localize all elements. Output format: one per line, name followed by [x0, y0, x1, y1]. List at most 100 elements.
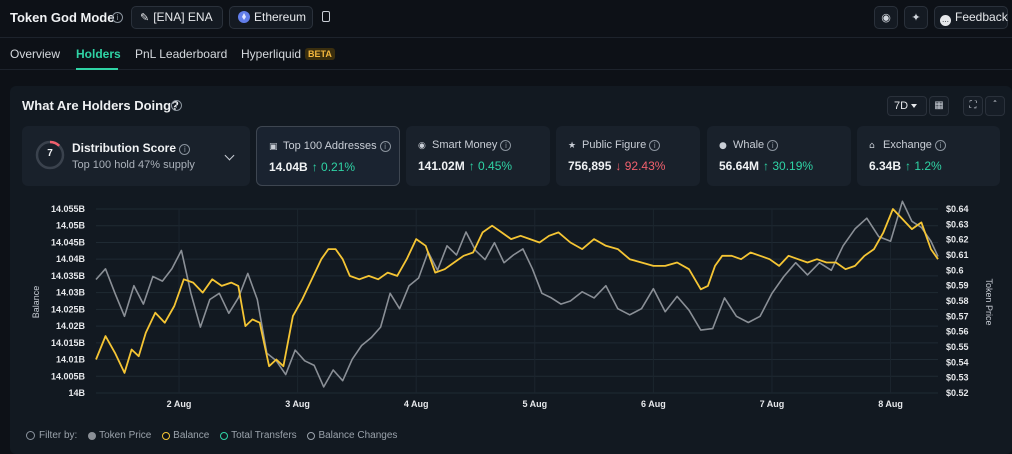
card-value-text: 756,895: [568, 159, 612, 173]
card-exchange[interactable]: ⌂ Exchange i 6.34B ↑ 1.2%: [857, 126, 1000, 186]
y-tick-label: 14.025B: [51, 304, 86, 314]
info-icon[interactable]: i: [112, 12, 123, 23]
card-value: 56.64M ↑ 30.19%: [719, 159, 813, 173]
legend-filter-label: Filter by:: [39, 430, 78, 442]
panel-title: What Are Holders Doing?: [22, 98, 179, 113]
legend-label: Total Transfers: [231, 430, 297, 441]
tab-bar: Overview Holders PnL Leaderboard Hyperli…: [0, 38, 1012, 70]
tab-holders[interactable]: Holders: [76, 47, 121, 61]
y2-axis-title: Token Price: [984, 278, 994, 325]
score-title: Distribution Score i: [72, 141, 191, 155]
card-label: ⌂ Exchange i: [869, 139, 946, 151]
distribution-score-card[interactable]: 7 Distribution Score i Top 100 hold 47% …: [22, 126, 250, 186]
legend-dot: [162, 431, 171, 440]
tab-hyperliquid[interactable]: Hyperliquid BETA: [241, 47, 335, 61]
legend-token-price[interactable]: Token Price: [88, 430, 151, 441]
change-up: ↑ 0.21%: [311, 160, 356, 174]
info-icon[interactable]: i: [179, 144, 191, 155]
y2-tick-label: $0.54: [946, 357, 969, 367]
active-tab-indicator: [76, 68, 118, 70]
change-up: ↑ 30.19%: [763, 159, 814, 173]
watch-button[interactable]: ◉: [874, 6, 898, 29]
y-tick-label: 14.04B: [56, 254, 86, 264]
change-down: ↓ 92.43%: [615, 159, 666, 173]
card-whale[interactable]: ● Whale i 56.64M ↑ 30.19%: [707, 126, 851, 186]
wallet-icon: ▣: [269, 142, 278, 152]
info-icon[interactable]: i: [649, 140, 661, 151]
card-label: ★ Public Figure i: [568, 139, 661, 151]
pin-button[interactable]: ✦: [904, 6, 928, 29]
calendar-button[interactable]: ▦: [929, 96, 949, 116]
score-title-text: Distribution Score: [72, 141, 177, 155]
y2-tick-label: $0.56: [946, 327, 969, 337]
fullscreen-button[interactable]: ⛶: [963, 96, 983, 116]
y2-tick-label: $0.52: [946, 388, 969, 398]
copy-icon[interactable]: [322, 11, 330, 22]
y-tick-label: 14.02B: [56, 321, 86, 331]
public-figure-icon: ★: [568, 141, 577, 151]
info-icon[interactable]: i: [379, 141, 391, 152]
y2-tick-label: $0.6: [946, 265, 964, 275]
series-line-balance: [95, 208, 939, 374]
info-icon[interactable]: i: [500, 140, 512, 151]
y-tick-label: 14.015B: [51, 338, 86, 348]
chevron-up-icon: ˆ: [992, 100, 998, 111]
legend-dot: [307, 431, 316, 440]
card-value: 6.34B ↑ 1.2%: [869, 159, 942, 173]
card-smart-money[interactable]: ◉ Smart Money i 141.02M ↑ 0.45%: [406, 126, 550, 186]
time-range-select[interactable]: 7D: [887, 96, 927, 116]
card-label-text: Top 100 Addresses: [283, 140, 377, 152]
collapse-button[interactable]: ˆ: [985, 96, 1005, 116]
card-top-100-addresses[interactable]: ▣ Top 100 Addresses i 14.04B ↑ 0.21%: [256, 126, 400, 186]
score-ring-icon: [35, 140, 65, 170]
y2-tick-label: $0.55: [946, 342, 969, 352]
token-selector[interactable]: ✎ [ENA] ENA: [131, 6, 223, 29]
eye-icon: ◉: [881, 11, 891, 24]
tab-overview[interactable]: Overview: [10, 47, 61, 61]
y-tick-label: 14.045B: [51, 237, 86, 247]
x-tick-label: 2 Aug: [167, 399, 192, 409]
card-value: 14.04B ↑ 0.21%: [269, 160, 355, 174]
card-label: ● Whale i: [719, 139, 779, 151]
x-axis: 2 Aug 3 Aug 4 Aug 5 Aug 6 Aug 7 Aug 8 Aug: [167, 399, 903, 409]
y2-tick-label: $0.63: [946, 219, 969, 229]
expand-icon: ⛶: [969, 100, 977, 111]
info-icon[interactable]: i: [171, 100, 182, 111]
x-tick-label: 7 Aug: [760, 399, 785, 409]
x-tick-label: 6 Aug: [641, 399, 666, 409]
chevron-down-icon[interactable]: [224, 150, 235, 161]
legend-total-transfers[interactable]: Total Transfers: [220, 430, 297, 441]
legend-balance[interactable]: Balance: [162, 430, 209, 441]
right-axis: $0.52 $0.53 $0.54 $0.55 $0.56 $0.57 $0.58 $0.59…: [946, 204, 969, 398]
y-tick-label: 14.035B: [51, 271, 86, 281]
info-icon[interactable]: i: [767, 140, 779, 151]
x-tick-label: 4 Aug: [404, 399, 429, 409]
card-public-figure[interactable]: ★ Public Figure i 756,895 ↓ 92.43%: [556, 126, 700, 186]
x-tick-label: 8 Aug: [878, 399, 903, 409]
card-label-text: Exchange: [883, 139, 932, 151]
feedback-button[interactable]: … Feedback: [934, 6, 1008, 29]
y2-tick-label: $0.61: [946, 250, 969, 260]
legend-balance-changes[interactable]: Balance Changes: [307, 430, 397, 441]
y-tick-label: 14.005B: [51, 371, 86, 381]
chart-legend: Filter by: Token Price Balance Total Tra…: [26, 430, 397, 444]
tab-hyperliquid-label: Hyperliquid: [241, 47, 302, 61]
chain-selector[interactable]: Ethereum: [229, 6, 313, 29]
change-up: ↑ 1.2%: [905, 159, 942, 173]
card-value: 141.02M ↑ 0.45%: [418, 159, 512, 173]
legend-label: Token Price: [99, 430, 152, 441]
score-value: 7: [47, 148, 53, 159]
token-label: [ENA] ENA: [153, 10, 213, 24]
holders-chart[interactable]: 14B 14.005B 14.01B 14.015B 14.02B 14.025B 14.0…: [10, 196, 1012, 418]
y2-tick-label: $0.53: [946, 373, 969, 383]
info-icon[interactable]: i: [935, 140, 946, 151]
y-tick-label: 14.01B: [56, 355, 86, 365]
y2-tick-label: $0.62: [946, 235, 969, 245]
ethereum-icon: [238, 11, 250, 23]
chart-grid: [96, 208, 938, 394]
y2-tick-label: $0.64: [946, 204, 969, 214]
score-subtitle: Top 100 hold 47% supply: [72, 159, 195, 171]
x-tick-label: 5 Aug: [522, 399, 547, 409]
x-tick-label: 3 Aug: [285, 399, 310, 409]
tab-pnl-leaderboard[interactable]: PnL Leaderboard: [135, 47, 228, 61]
